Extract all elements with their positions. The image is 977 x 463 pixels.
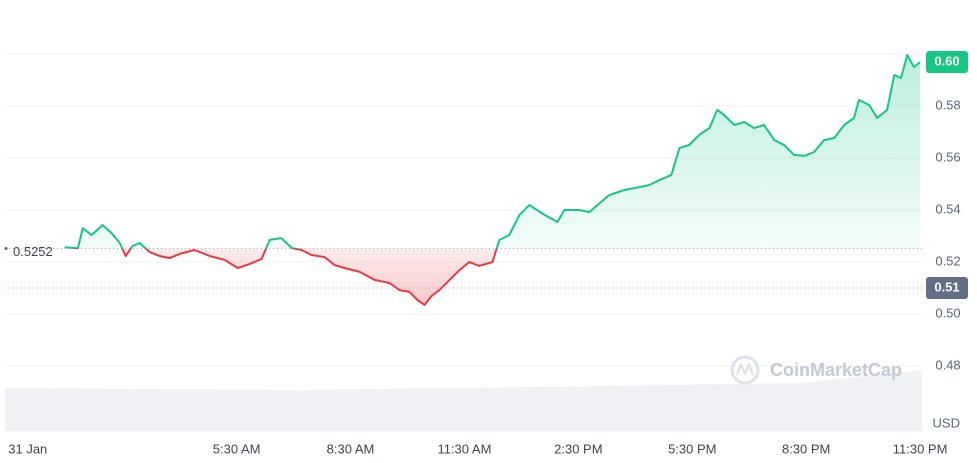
y-tick-label: 0.48: [935, 357, 960, 372]
low-label: 0.51: [934, 279, 959, 294]
watermark: CoinMarketCap: [770, 360, 902, 380]
currency-label: USD: [933, 415, 960, 430]
baseline-dot: [4, 246, 8, 250]
y-tick-label: 0.52: [935, 253, 960, 268]
baseline-label: 0.5252: [13, 244, 53, 259]
x-tick-label: 8:30 PM: [782, 441, 830, 456]
price-line: [64, 54, 921, 306]
current-price-label: 0.60: [934, 53, 959, 68]
x-tick-label: 5:30 PM: [668, 441, 716, 456]
x-tick-label: 2:30 PM: [554, 441, 602, 456]
x-tick-label: 31 Jan: [8, 441, 47, 456]
y-tick-label: 0.58: [935, 97, 960, 112]
low-badge: [926, 277, 968, 299]
x-tick-label: 8:30 AM: [327, 441, 375, 456]
volume-area: [5, 370, 922, 431]
x-tick-label: 11:30 PM: [893, 441, 948, 456]
x-tick-label: 5:30 AM: [213, 441, 261, 456]
current-price-badge: [926, 51, 968, 74]
y-tick-label: 0.56: [935, 149, 960, 164]
area-fill: [64, 55, 921, 305]
y-tick-label: 0.54: [935, 201, 960, 216]
y-tick-label: 0.50: [935, 305, 960, 320]
x-tick-label: 11:30 AM: [437, 441, 491, 456]
watermark-logo: [730, 355, 760, 385]
